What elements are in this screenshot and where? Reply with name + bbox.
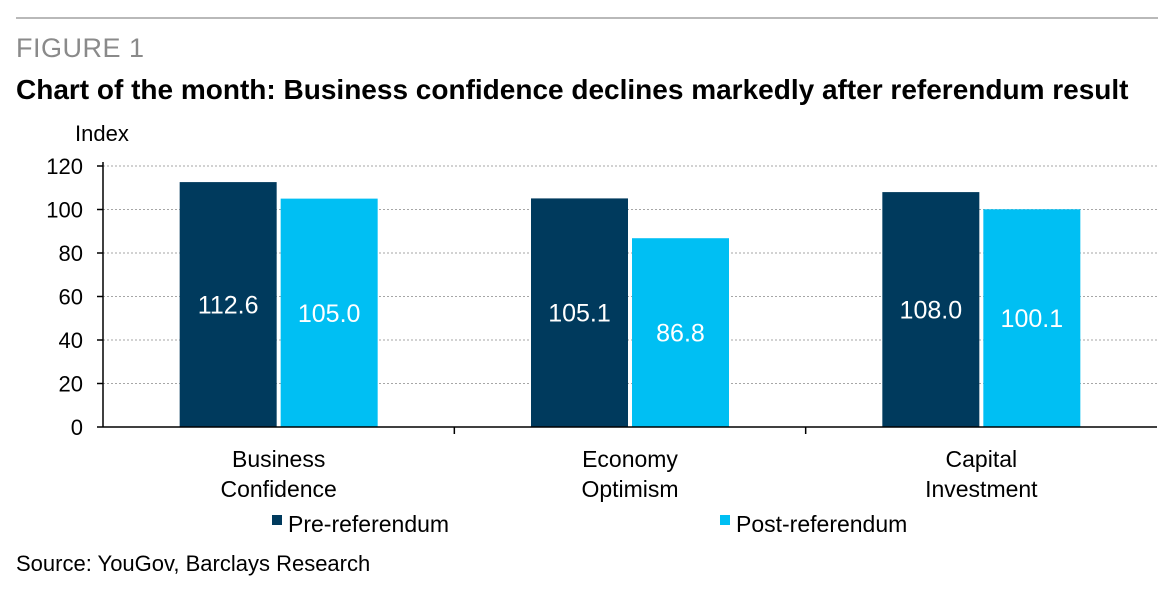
x-tick-label: Economy xyxy=(582,446,678,472)
x-tick-label: Confidence xyxy=(220,476,336,502)
chart-title: Chart of the month: Business confidence … xyxy=(16,74,1129,105)
bar-value-label: 112.6 xyxy=(198,292,259,320)
x-tick-label: Optimism xyxy=(581,476,678,502)
x-tick-label: Investment xyxy=(925,476,1038,502)
y-tick-label: 120 xyxy=(46,154,83,179)
legend-label: Post-referendum xyxy=(736,511,907,537)
source-note: Source: YouGov, Barclays Research xyxy=(16,551,371,576)
bar xyxy=(179,182,277,427)
legend-swatch xyxy=(720,515,730,525)
legend-label: Pre-referendum xyxy=(288,511,449,537)
bar xyxy=(882,192,980,427)
y-tick-label: 80 xyxy=(59,241,83,266)
bar-value-label: 108.0 xyxy=(900,297,963,325)
bar-value-label: 105.1 xyxy=(548,300,611,328)
y-tick-label: 0 xyxy=(71,415,83,440)
x-tick-label: Business xyxy=(232,446,325,472)
y-tick-label: 40 xyxy=(59,328,83,353)
top-rule xyxy=(16,17,1158,19)
bar xyxy=(531,198,628,427)
bar xyxy=(280,198,378,427)
y-tick-label: 60 xyxy=(59,285,83,310)
bar-value-label: 86.8 xyxy=(656,320,705,348)
bar-value-label: 105.0 xyxy=(298,300,361,328)
y-axis-title: Index xyxy=(75,121,129,146)
bar xyxy=(983,209,1081,427)
bar-value-label: 100.1 xyxy=(1001,305,1064,333)
y-tick-label: 100 xyxy=(46,198,83,223)
figure-label: FIGURE 1 xyxy=(16,33,145,63)
bar xyxy=(632,238,729,427)
y-tick-label: 20 xyxy=(59,372,83,397)
legend-swatch xyxy=(272,515,282,525)
x-tick-label: Capital xyxy=(946,446,1018,472)
